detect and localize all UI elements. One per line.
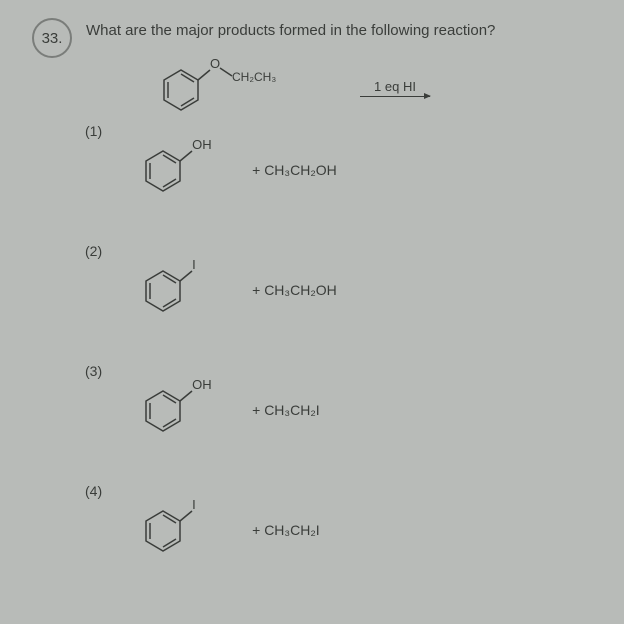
option-structure: OH	[142, 135, 232, 205]
option-1: (1) OH + CH₃CH₂OH	[85, 135, 337, 205]
reagent-label: 1 eq HI	[374, 79, 416, 94]
product-text: + CH₃CH₂I	[252, 522, 320, 538]
option-structure: I	[142, 495, 232, 565]
option-4: (4) I + CH₃CH₂I	[85, 495, 320, 565]
substituent: OH	[192, 137, 212, 152]
option-structure: I	[142, 255, 232, 325]
reaction-arrow-group: 1 eq HI	[360, 79, 430, 97]
option-label: (4)	[85, 483, 102, 499]
option-3: (3) OH + CH₃CH₂I	[85, 375, 320, 445]
option-label: (3)	[85, 363, 102, 379]
reactant-structure: O CH₂CH₃	[160, 58, 270, 118]
substituent: I	[192, 497, 196, 512]
substituent: OH	[192, 377, 212, 392]
substituent: I	[192, 257, 196, 272]
option-structure: OH	[142, 375, 232, 445]
question-number-circle: 33.	[32, 18, 72, 58]
product-text: + CH₃CH₂I	[252, 402, 320, 418]
product-text: + CH₃CH₂OH	[252, 162, 337, 178]
option-2: (2) I + CH₃CH₂OH	[85, 255, 337, 325]
ethyl-group: CH₂CH₃	[232, 70, 276, 84]
option-label: (1)	[85, 123, 102, 139]
option-label: (2)	[85, 243, 102, 259]
reaction-arrow	[360, 96, 430, 97]
reactant-row: O CH₂CH₃ 1 eq HI	[160, 58, 430, 118]
question-text: What are the major products formed in th…	[86, 22, 495, 39]
question-number: 33.	[42, 30, 63, 47]
product-text: + CH₃CH₂OH	[252, 282, 337, 298]
